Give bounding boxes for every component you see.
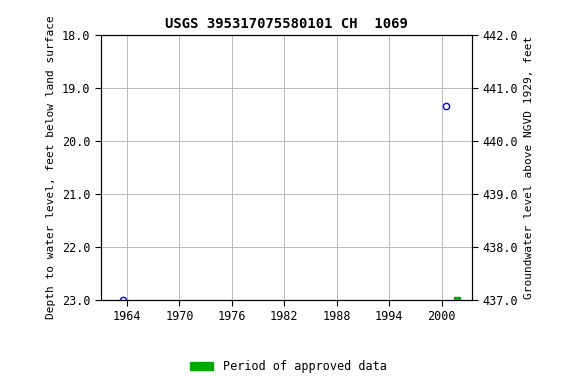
Y-axis label: Depth to water level, feet below land surface: Depth to water level, feet below land su… <box>46 15 56 319</box>
Y-axis label: Groundwater level above NGVD 1929, feet: Groundwater level above NGVD 1929, feet <box>524 35 534 299</box>
Legend: Period of approved data: Period of approved data <box>185 356 391 378</box>
Title: USGS 395317075580101 CH  1069: USGS 395317075580101 CH 1069 <box>165 17 408 31</box>
